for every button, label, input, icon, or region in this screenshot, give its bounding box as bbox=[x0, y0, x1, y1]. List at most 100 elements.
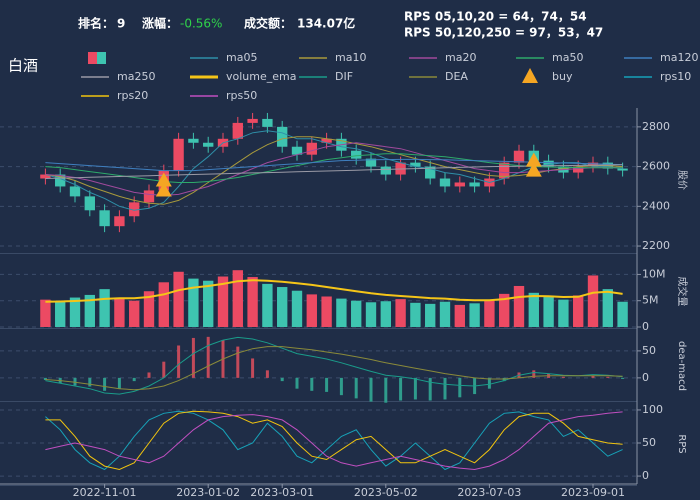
change-label: 涨幅： bbox=[142, 16, 178, 31]
y-tick-label: 0 bbox=[642, 469, 649, 482]
candle-body bbox=[173, 138, 184, 171]
candle-body bbox=[203, 142, 214, 147]
candle-body bbox=[469, 182, 480, 187]
candle-body bbox=[587, 162, 599, 167]
series-line bbox=[45, 130, 623, 211]
y-tick-label: 5M bbox=[642, 294, 659, 307]
macd-bar bbox=[295, 377, 299, 389]
rank-label: 排名： bbox=[78, 16, 114, 31]
volume-bar bbox=[351, 300, 362, 327]
volume-bar bbox=[321, 296, 332, 327]
macd-bar bbox=[369, 377, 373, 402]
candle-body bbox=[454, 182, 465, 187]
legend-label: rps20 bbox=[117, 89, 148, 102]
candle-body bbox=[513, 150, 525, 163]
volume-bar bbox=[499, 293, 510, 327]
candle-body bbox=[291, 146, 303, 155]
macd-bar bbox=[162, 361, 166, 378]
y-tick-label: 0 bbox=[642, 371, 649, 384]
volume-bar bbox=[484, 300, 495, 327]
x-tick-label: 2023-01-02 bbox=[176, 486, 240, 499]
amount-label: 成交额： bbox=[244, 16, 292, 31]
x-tick-label: 2023-03-01 bbox=[250, 486, 314, 499]
macd-bar bbox=[591, 375, 595, 378]
candle-body bbox=[543, 160, 554, 167]
volume-bar bbox=[217, 276, 229, 327]
macd-bar bbox=[399, 377, 403, 401]
macd-bar bbox=[561, 376, 565, 378]
volume-bar bbox=[602, 289, 613, 327]
series-line bbox=[45, 410, 623, 471]
y-tick-label: 100 bbox=[642, 403, 663, 416]
y-tick-label: 50 bbox=[642, 344, 656, 357]
legend-label: volume_ema bbox=[226, 70, 296, 83]
macd-bar bbox=[132, 377, 136, 382]
y-tick-label: 2800 bbox=[642, 120, 670, 133]
macd-bar bbox=[147, 372, 151, 378]
y-axis-label: 股价 bbox=[676, 170, 688, 190]
y-axis-label: 成交量 bbox=[676, 277, 689, 307]
volume-bar bbox=[173, 271, 184, 327]
volume-bar bbox=[55, 301, 66, 327]
candle-body bbox=[573, 166, 584, 173]
sector: 白酒 bbox=[8, 57, 38, 75]
volume-bar bbox=[439, 301, 451, 327]
x-tick-label: 2023-07-03 bbox=[457, 486, 521, 499]
macd-bar bbox=[532, 370, 536, 378]
candle-body bbox=[69, 186, 81, 197]
series-line bbox=[45, 136, 623, 205]
volume-bar bbox=[336, 298, 347, 327]
volume-bar bbox=[84, 294, 95, 327]
candle-body bbox=[247, 118, 258, 123]
macd-bar bbox=[103, 377, 107, 391]
y-tick-label: 0 bbox=[642, 320, 649, 333]
volume-bar bbox=[558, 299, 569, 327]
macd-bar bbox=[413, 377, 417, 400]
y-tick-label: 10M bbox=[642, 267, 666, 280]
y-tick-label: 2200 bbox=[642, 239, 670, 252]
macd-bar bbox=[354, 377, 358, 399]
y-tick-label: 2400 bbox=[642, 199, 670, 212]
macd-bar bbox=[265, 370, 269, 378]
volume-bar bbox=[143, 291, 155, 327]
x-tick-label: 2023-09-01 bbox=[561, 486, 625, 499]
volume-bar bbox=[99, 289, 110, 327]
macd-bar bbox=[606, 376, 610, 378]
series-line bbox=[45, 279, 623, 303]
volume-bar bbox=[277, 287, 288, 327]
volume-bar bbox=[158, 282, 169, 327]
candle-body bbox=[143, 190, 155, 203]
volume-bar bbox=[380, 301, 391, 327]
macd-bar bbox=[339, 377, 343, 396]
macd-bar bbox=[43, 377, 47, 381]
legend-label: ma10 bbox=[335, 51, 366, 64]
legend-label: ma250 bbox=[117, 70, 155, 83]
legend-label: ma50 bbox=[552, 51, 583, 64]
macd-bar bbox=[177, 345, 181, 378]
macd-bar bbox=[88, 377, 92, 387]
legend-label: rps10 bbox=[660, 70, 691, 83]
volume-bar bbox=[262, 283, 273, 327]
candle-body bbox=[380, 166, 391, 175]
legend-icon bbox=[88, 52, 97, 64]
candle-body bbox=[99, 210, 110, 227]
volume-bar bbox=[617, 301, 628, 327]
macd-bar bbox=[621, 377, 625, 379]
amount: 134.07亿 bbox=[297, 16, 355, 31]
macd-bar bbox=[280, 377, 284, 382]
macd-bar bbox=[191, 337, 195, 378]
x-tick-label: 2023-05-02 bbox=[354, 486, 418, 499]
legend-label: DIF bbox=[335, 70, 353, 83]
candle-body bbox=[425, 166, 436, 179]
candle-body bbox=[262, 118, 273, 127]
y-axis-label: RPS bbox=[676, 434, 687, 453]
legend-label: ma05 bbox=[226, 51, 257, 64]
volume-bar bbox=[188, 278, 199, 327]
candle-body bbox=[499, 162, 510, 179]
candle-body bbox=[410, 162, 421, 167]
candle-body bbox=[365, 158, 377, 167]
y-axis-label: dea-macd bbox=[676, 341, 687, 391]
candle-body bbox=[617, 168, 628, 171]
